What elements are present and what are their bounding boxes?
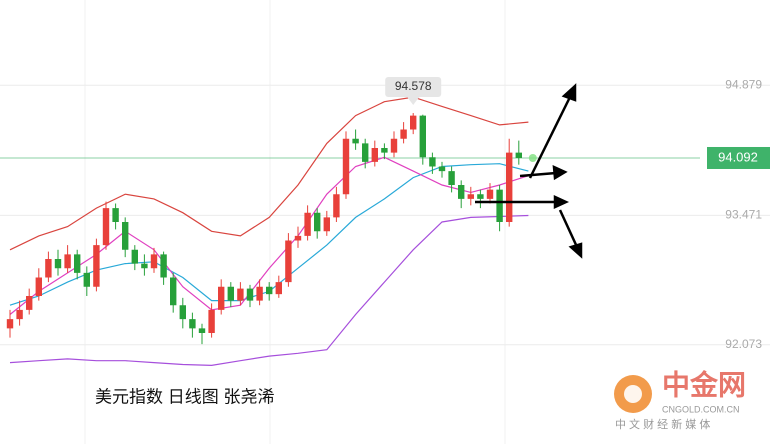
candle-body [246,288,254,301]
candle-body [342,138,350,195]
candle-body [16,309,23,320]
logo-inner [624,385,642,403]
candle-body [102,208,110,246]
candle-body [438,166,446,172]
candle-body [150,254,158,269]
candle-body [410,115,417,130]
slogan: 中 文 财 经 新 媒 体 [615,417,710,431]
candle-body [189,319,196,329]
arrow-head [552,164,568,181]
y-tick-label: 94.879 [725,77,762,91]
candle-body [506,152,513,222]
y-tick-label: 92.073 [725,337,762,351]
candle-body [208,309,215,333]
caption: 美元指数 日线图 张尧浠 [95,387,274,406]
arrow-head [568,242,583,259]
candle-body [362,143,369,162]
max-label-pointer [407,97,420,106]
candle-body [64,254,71,269]
last-price-dot [528,153,537,162]
arrow-line [558,209,579,248]
candle-body [371,148,378,162]
candle-body [237,288,244,301]
arrow-line [528,96,572,179]
domain: CNGOLD.COM.CN [662,404,740,414]
max-label-box [385,77,442,98]
candle-body [333,194,340,218]
arrow-line [519,171,557,178]
brand: 中金网 [662,368,746,400]
candle-body [458,185,465,199]
candle-body [227,286,234,301]
candle-body [266,286,273,295]
arrows [475,83,583,259]
candle-body [83,272,90,287]
candle-body [429,157,436,167]
indicator-line [9,96,529,251]
candle-body [419,115,426,158]
candle-body [122,222,129,250]
candle-body [218,286,225,310]
candle-body [515,152,522,158]
candle-body [112,208,119,222]
candle-body [381,148,388,153]
arrow-head [553,195,570,209]
last-price-label: 94.092 [718,149,758,164]
candle-body [390,138,398,153]
candle-body [448,171,455,185]
candle-body [141,263,148,269]
candle-body [179,305,186,320]
candle-body [314,212,321,232]
plot: 92.073 93.471 94.879 94.578 94.092 [0,77,770,367]
candle-body [93,245,100,287]
candle-body [256,286,263,301]
candle-body [131,249,138,264]
vertical-grid [84,0,506,444]
candle-body [323,217,330,232]
max-label: 94.578 [395,79,432,93]
y-tick-label: 93.471 [725,208,762,222]
candle-body [35,277,42,296]
candle-body [486,189,494,199]
candle-body [477,194,484,199]
candle-body [275,282,282,295]
candle-body [45,259,52,278]
candle-body [74,254,81,273]
candle-body [400,129,407,139]
indicator-line [9,214,529,367]
candle-body [496,189,503,222]
candle-body [304,212,311,236]
candle-body [6,319,14,329]
candle-body [352,138,359,144]
candle-body [160,254,167,278]
candle-body [285,240,292,283]
last-price-box [707,146,770,169]
watermark: 中金网 CNGOLD.COM.CN 中 文 财 经 新 媒 体 [614,368,746,431]
candle-body [170,277,177,306]
arrow-head [561,83,577,102]
candle-body [26,296,33,310]
candle-body [467,194,474,199]
candle-body [54,259,62,269]
candle-body [294,235,302,241]
candle-body [198,328,206,333]
